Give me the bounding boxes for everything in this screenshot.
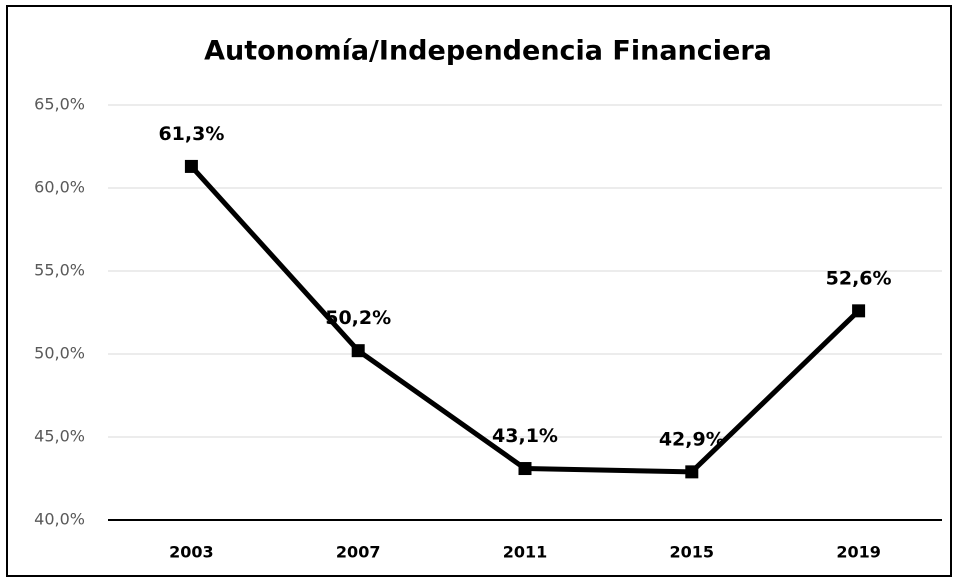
data-label: 50,2% [325, 307, 391, 329]
y-tick-label: 60,0% [34, 178, 85, 197]
y-tick-label: 45,0% [34, 427, 85, 446]
marker [184, 159, 198, 173]
x-tick-label: 2007 [336, 543, 381, 562]
data-label: 43,1% [492, 425, 558, 447]
data-label: 61,3% [158, 123, 224, 145]
x-tick-label: 2019 [836, 543, 881, 562]
y-tick-label: 55,0% [34, 261, 85, 280]
marker [852, 304, 866, 318]
data-label: 52,6% [826, 267, 892, 289]
marker [685, 465, 699, 479]
chart-border [6, 5, 952, 577]
data-label: 42,9% [659, 428, 725, 450]
x-tick-label: 2011 [503, 543, 548, 562]
y-tick-label: 50,0% [34, 344, 85, 363]
x-tick-label: 2015 [670, 543, 715, 562]
x-tick-label: 2003 [169, 543, 214, 562]
y-tick-label: 65,0% [34, 95, 85, 114]
chart-title: Autonomía/Independencia Financiera [204, 36, 772, 67]
y-tick-label: 40,0% [34, 510, 85, 529]
marker [518, 462, 532, 476]
marker [351, 344, 365, 358]
